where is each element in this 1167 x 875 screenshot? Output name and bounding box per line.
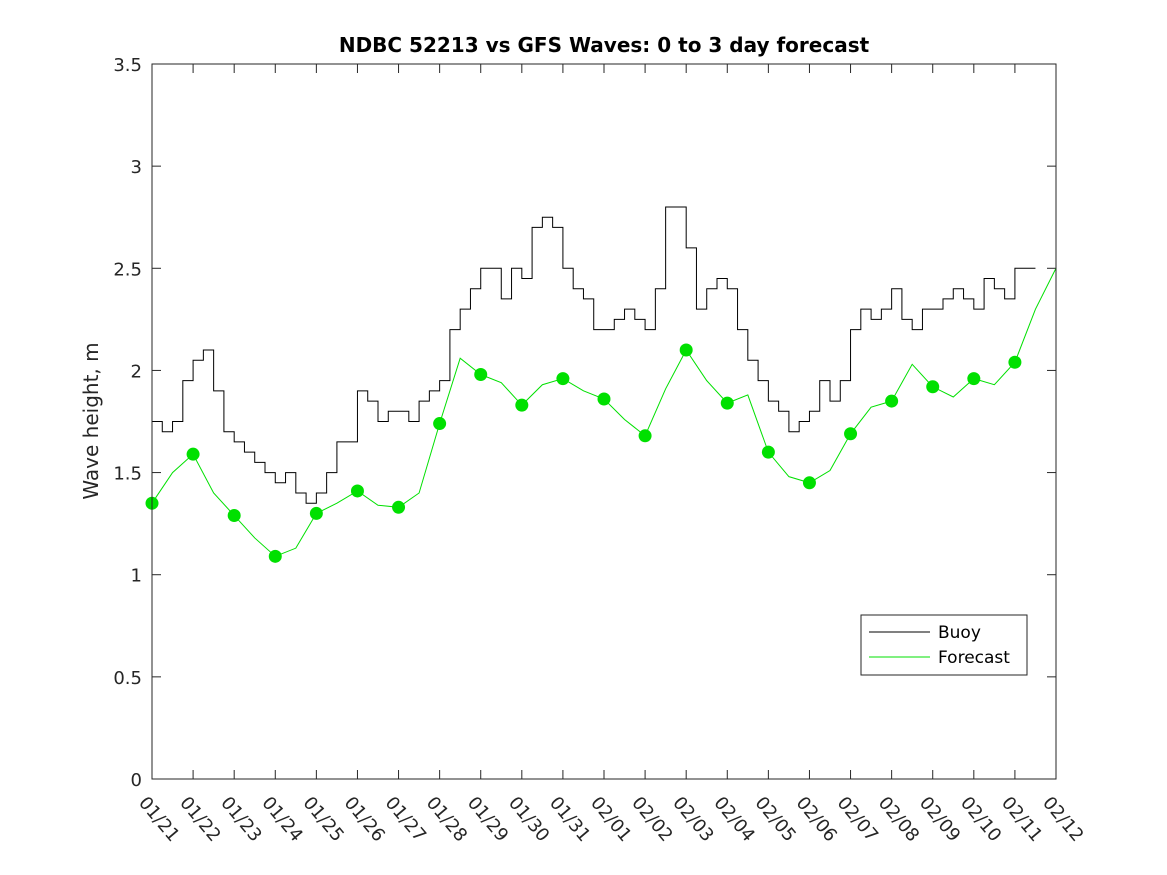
x-tick-label: 02/01: [586, 793, 635, 846]
x-tick-label: 02/02: [627, 793, 676, 846]
forecast-point: [844, 427, 858, 441]
y-tick-label: 2.5: [113, 259, 142, 280]
y-tick-label: 1: [131, 566, 142, 587]
x-tick-label: 02/11: [997, 793, 1046, 846]
plot-frame: [151, 63, 1057, 780]
x-tick-label: 01/26: [340, 793, 389, 846]
y-tick-label: 1.5: [113, 464, 142, 485]
x-tick-label: 02/03: [668, 793, 717, 846]
forecast-point: [885, 394, 899, 408]
x-tick-label: 02/05: [751, 793, 800, 846]
forecast-point: [597, 392, 611, 406]
forecast-point: [638, 429, 652, 443]
chart-title: NDBC 52213 vs GFS Waves: 0 to 3 day fore…: [339, 33, 870, 57]
x-tick-label: 01/25: [299, 793, 348, 846]
x-tick-label: 01/29: [463, 793, 512, 846]
x-tick-label: 02/09: [915, 793, 964, 846]
forecast-point: [926, 380, 940, 394]
forecast-point: [556, 372, 570, 386]
legend-forecast-label: Forecast: [938, 648, 1010, 668]
y-axis-label: Wave height, m: [79, 342, 103, 499]
y-tick-label: 0: [131, 770, 142, 791]
x-tick-label: 01/24: [257, 793, 306, 846]
forecast-point: [1008, 355, 1022, 369]
forecast-point: [392, 500, 406, 514]
forecast-point: [967, 372, 981, 386]
x-tick-label: 02/08: [874, 793, 923, 846]
x-tick-label: 01/23: [216, 793, 265, 846]
x-tick-label: 01/22: [175, 793, 224, 846]
forecast-point: [474, 368, 488, 382]
forecast-point: [268, 549, 282, 563]
forecast-point: [350, 484, 364, 498]
legend-box: [860, 614, 1028, 676]
y-tick-label: 3: [131, 157, 142, 178]
x-tick-label: 02/06: [792, 793, 841, 846]
x-tick-label: 02/04: [709, 793, 758, 846]
legend: Buoy Forecast: [860, 614, 1028, 676]
x-tick-label: 01/31: [545, 793, 594, 846]
x-tick-label: 01/27: [381, 793, 430, 846]
buoy-series-line: [152, 206, 1036, 504]
x-tick-label: 01/28: [422, 793, 471, 846]
forecast-point: [720, 396, 734, 410]
forecast-point: [802, 476, 816, 490]
legend-buoy-label: Buoy: [938, 623, 981, 643]
x-tick-label: 02/07: [833, 793, 882, 846]
y-tick-label: 2: [131, 361, 142, 382]
forecast-point: [679, 343, 693, 357]
forecast-point: [186, 447, 200, 461]
y-tick-label: 3.5: [113, 55, 142, 76]
x-tick-label: 02/12: [1038, 793, 1087, 846]
x-tick-label: 02/10: [956, 793, 1005, 846]
forecast-point: [433, 417, 447, 431]
y-tick-label: 0.5: [113, 668, 142, 689]
forecast-point: [761, 445, 775, 459]
forecast-point: [515, 398, 529, 412]
x-tick-label: 01/30: [504, 793, 553, 846]
forecast-point: [309, 506, 323, 520]
x-tick-label: 01/21: [134, 793, 183, 846]
forecast-point: [227, 508, 241, 522]
